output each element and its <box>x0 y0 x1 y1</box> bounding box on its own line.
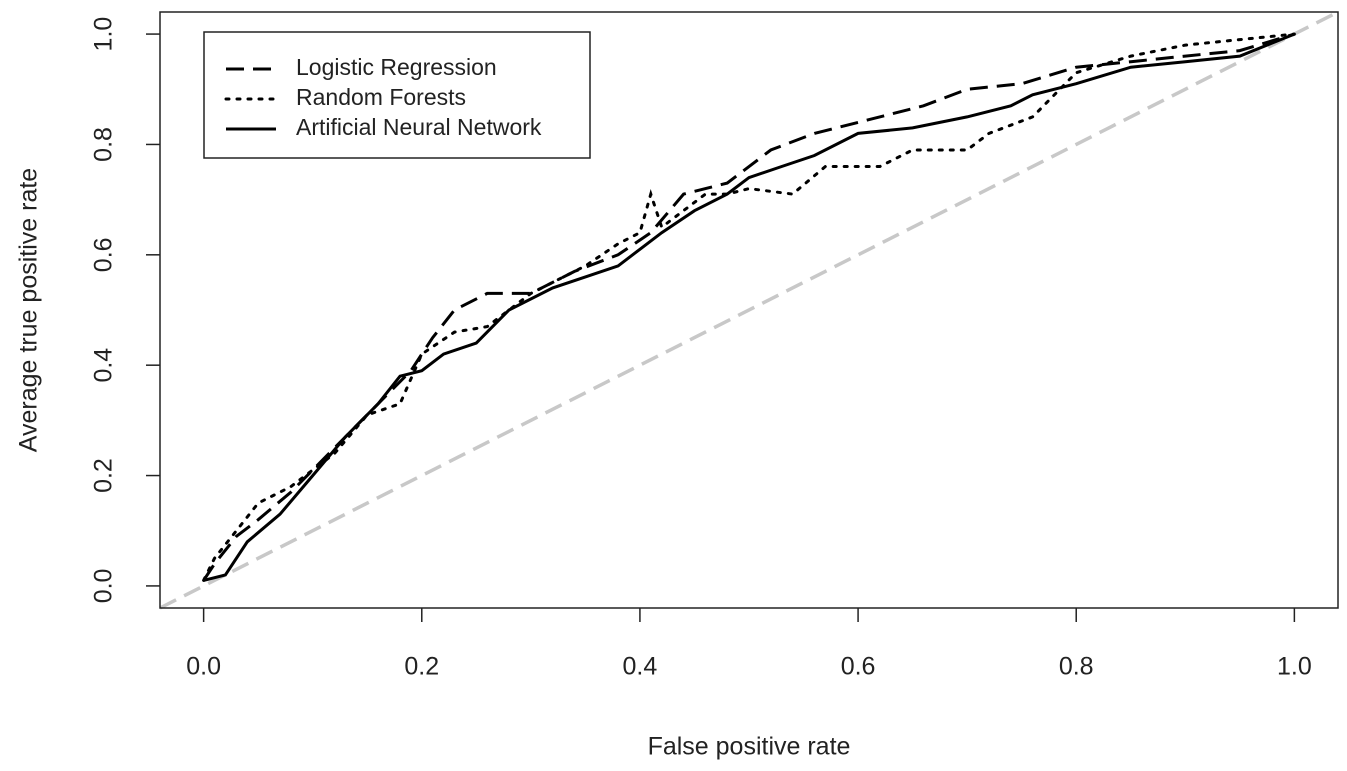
y-tick-label: 0.6 <box>90 237 118 272</box>
roc-line <box>203 32 1295 582</box>
y-tick-label: 0.0 <box>90 569 118 604</box>
roc-line <box>202 32 1296 582</box>
x-tick-label: 0.2 <box>404 653 439 681</box>
reference-line <box>159 10 1339 610</box>
legend-label: Artificial Neural Network <box>296 114 542 140</box>
plot-frame <box>159 11 1339 609</box>
x-tick-label: 0.8 <box>1059 653 1094 681</box>
y-tick-label: 0.2 <box>90 458 118 493</box>
roc-line <box>202 32 1295 582</box>
x-tick-label: 0.6 <box>841 653 876 681</box>
x-axis-label: False positive rate <box>648 733 851 761</box>
y-axis-label: Average true positive rate <box>15 168 43 452</box>
y-tick-label: 1.0 <box>90 17 118 52</box>
y-tick-label: 0.4 <box>90 348 118 383</box>
legend-box <box>203 31 591 159</box>
legend-label: Logistic Regression <box>296 54 497 80</box>
legend-label: Random Forests <box>296 84 466 110</box>
legend: Logistic Regression Random Forests Artific… <box>203 31 591 159</box>
y-tick-label: 0.8 <box>90 127 118 162</box>
x-tick-label: 0.4 <box>623 653 658 681</box>
x-tick-label: 0.0 <box>186 653 221 681</box>
x-tick-label: 1.0 <box>1277 653 1312 681</box>
